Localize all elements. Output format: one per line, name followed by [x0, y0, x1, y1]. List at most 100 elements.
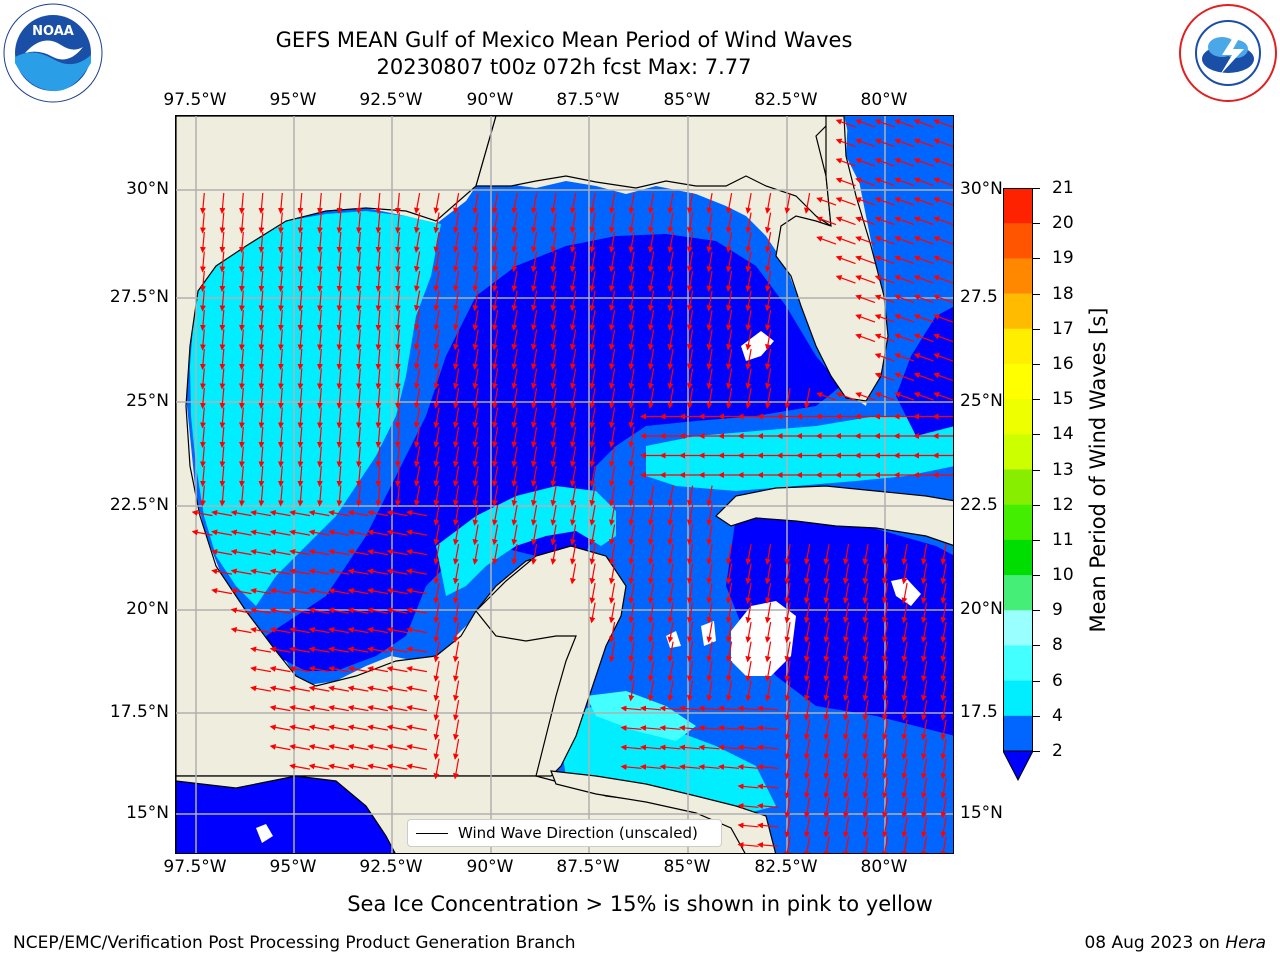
wave-direction-arrow [491, 368, 499, 390]
wave-direction-arrow [328, 626, 350, 634]
wave-direction-arrow [347, 665, 369, 673]
wave-direction-arrow [940, 641, 947, 663]
wave-direction-arrow [855, 197, 876, 206]
wave-direction-arrow [842, 777, 850, 799]
wave-direction-arrow [569, 543, 577, 565]
wave-direction-arrow [784, 543, 791, 565]
wave-direction-arrow [569, 426, 577, 448]
wave-direction-arrow [920, 699, 928, 721]
wave-direction-arrow [355, 426, 362, 448]
wave-direction-arrow [413, 192, 421, 214]
nodata-patch [666, 631, 681, 648]
wave-direction-arrow [308, 607, 330, 614]
wave-direction-arrow [355, 270, 362, 292]
wave-direction-arrow [686, 504, 694, 526]
wave-direction-arrow [628, 543, 635, 565]
wave-direction-arrow [894, 119, 915, 128]
colorbar-segment [1003, 610, 1033, 646]
wave-direction-arrow [491, 329, 499, 351]
wave-direction-arrow [316, 446, 323, 468]
wave-direction-arrow [647, 543, 655, 565]
wave-direction-arrow [667, 368, 674, 390]
wave-direction-arrow [920, 621, 928, 643]
wave-direction-arrow [764, 387, 772, 409]
wave-direction-arrow [608, 270, 616, 292]
wave-direction-arrow [347, 607, 369, 614]
lon-tick-top: 80°W [860, 90, 908, 110]
wave-direction-arrow [667, 387, 674, 409]
wave-direction-arrow [803, 192, 811, 214]
wave-direction-arrow [491, 192, 499, 214]
wave-direction-arrow [433, 563, 440, 585]
wave-direction-arrow [764, 231, 772, 253]
wave-direction-arrow [764, 212, 772, 234]
wave-direction-arrow [316, 407, 323, 429]
wave-direction-arrow [823, 582, 830, 604]
wave-direction-arrow [862, 797, 869, 819]
lat-tick-right: 15°N [960, 803, 1003, 823]
wave-direction-arrow [297, 231, 304, 253]
wave-direction-arrow [628, 504, 635, 526]
wave-direction-arrow [737, 705, 759, 712]
wave-direction-arrow [550, 426, 557, 448]
wave-direction-arrow [406, 548, 428, 556]
wave-direction-arrow [491, 212, 499, 234]
wave-direction-arrow [589, 543, 596, 565]
wave-direction-arrow [679, 705, 701, 712]
wave-direction-arrow [647, 680, 655, 702]
wave-direction-arrow [784, 387, 791, 409]
wave-direction-arrow [269, 685, 291, 692]
wave-direction-arrow [308, 763, 330, 770]
wave-direction-arrow [355, 231, 362, 253]
wave-direction-arrow [855, 236, 876, 245]
wave-direction-arrow [413, 348, 421, 370]
wave-direction-arrow [355, 407, 362, 429]
wave-direction-arrow [375, 485, 382, 507]
wave-direction-arrow [920, 836, 928, 853]
wave-direction-arrow [933, 333, 953, 343]
colorbar-tick-label: 11 [1052, 529, 1074, 550]
wave-direction-arrow [803, 797, 811, 819]
wave-direction-arrow [511, 446, 518, 468]
wave-direction-arrow [472, 524, 479, 546]
wave-direction-arrow [452, 446, 460, 468]
wave-direction-arrow [706, 251, 713, 273]
wave-direction-arrow [472, 465, 479, 487]
wave-direction-arrow [491, 290, 499, 312]
wave-direction-arrow [745, 192, 752, 214]
wave-direction-arrow [258, 387, 265, 409]
wave-direction-arrow [933, 275, 953, 284]
wave-direction-arrow [277, 368, 284, 390]
wave-direction-arrow [511, 407, 518, 429]
wave-direction-arrow [686, 348, 694, 370]
wave-direction-arrow [881, 660, 889, 682]
caribbean-shelf-waves [556, 706, 776, 816]
wave-direction-arrow [933, 216, 953, 226]
wave-direction-arrow [433, 680, 440, 702]
wave-direction-arrow [874, 177, 895, 187]
wave-direction-arrow [277, 485, 284, 507]
wave-direction-arrow [874, 372, 895, 382]
wave-direction-arrow [347, 743, 369, 751]
wave-direction-arrow [659, 744, 681, 751]
wave-direction-arrow [784, 777, 791, 799]
wave-direction-arrow [394, 309, 401, 331]
wave-direction-arrow [725, 582, 733, 604]
wave-direction-arrow [855, 158, 876, 167]
wave-direction-arrow [472, 212, 479, 234]
wave-direction-arrow [608, 212, 616, 234]
wave-direction-arrow [881, 680, 889, 702]
wave-direction-arrow [238, 348, 245, 370]
wave-direction-arrow [413, 465, 421, 487]
lon-tick-top: 87.5°W [556, 90, 620, 110]
wave-direction-arrow [667, 602, 674, 624]
wave-direction-arrow [258, 212, 265, 234]
wave-direction-arrow [647, 231, 655, 253]
wave-direction-arrow [569, 251, 577, 273]
wave-direction-arrow [230, 529, 252, 536]
wave-direction-arrow [894, 138, 915, 148]
wave-direction-arrow [452, 641, 460, 663]
wave-direction-arrow [737, 841, 759, 848]
wave-direction-arrow [881, 738, 889, 760]
wave-direction-arrow [452, 231, 460, 253]
